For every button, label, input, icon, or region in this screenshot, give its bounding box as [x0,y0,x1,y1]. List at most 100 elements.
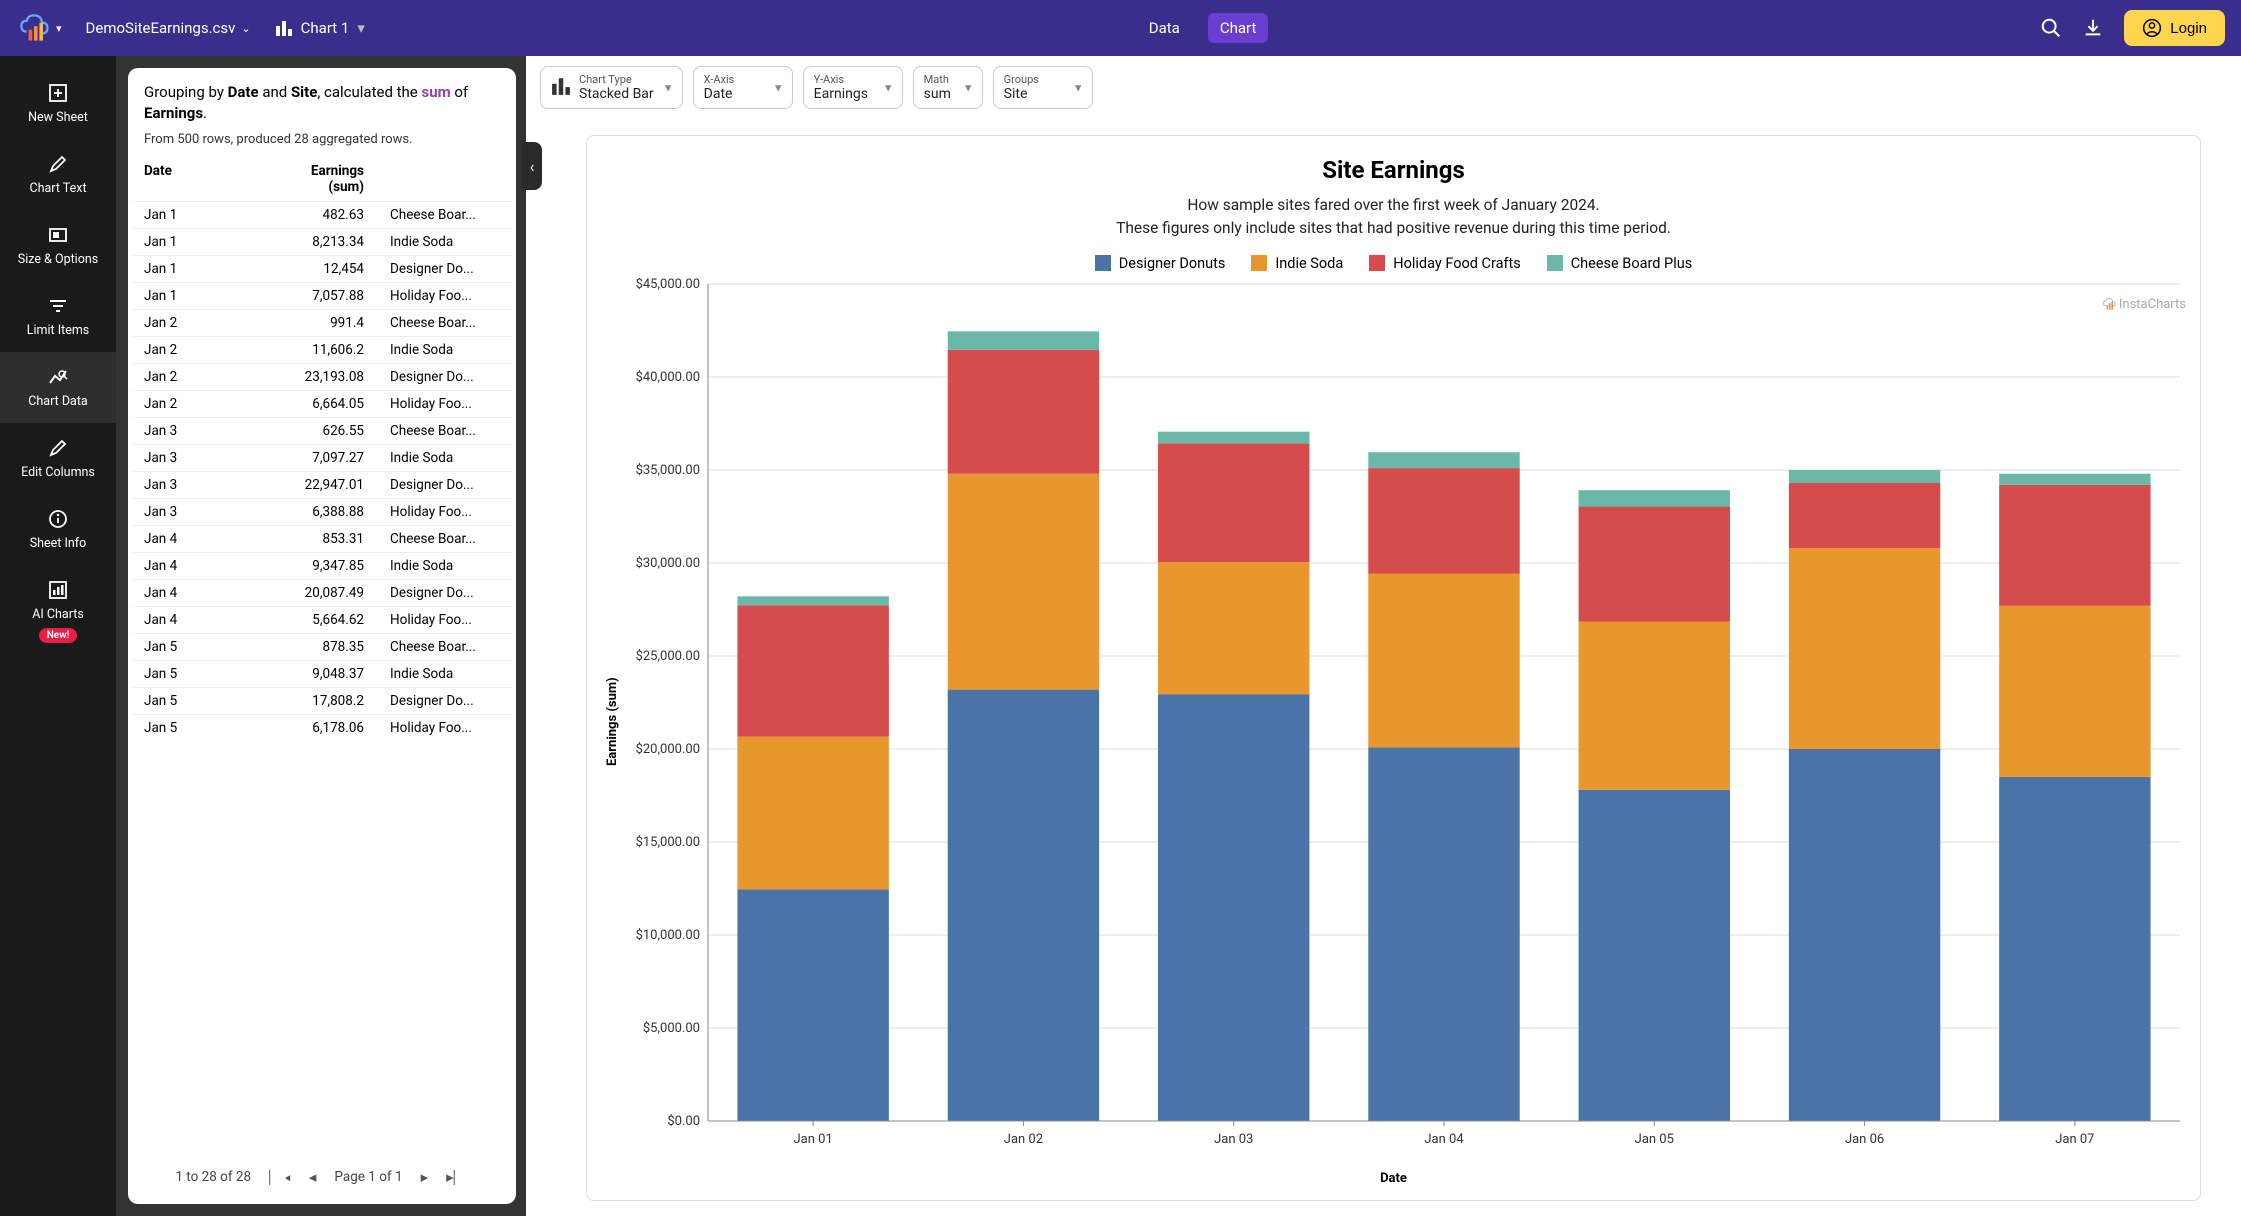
legend-item[interactable]: Holiday Food Crafts [1369,255,1520,272]
svg-text:Jan 04: Jan 04 [1424,1132,1464,1147]
col-earnings[interactable]: Earnings(sum) [244,163,364,195]
table-row[interactable]: Jan 56,178.06Holiday Foo... [132,714,512,741]
sidebar-item-chart-text[interactable]: Chart Text [0,139,116,210]
table-row[interactable]: Jan 322,947.01Designer Do... [132,471,512,498]
svg-text:$15,000.00: $15,000.00 [636,835,700,850]
table-row[interactable]: Jan 112,454Designer Do... [132,255,512,282]
chevron-down-icon: ▼ [773,81,784,94]
search-button[interactable] [2040,17,2062,39]
table-row[interactable]: Jan 26,664.05Holiday Foo... [132,390,512,417]
legend-item[interactable]: Indie Soda [1251,255,1343,272]
control-chart-type[interactable]: Chart Type Stacked Bar ▼ [540,66,683,109]
sidebar-item-ai-charts[interactable]: AI ChartsNew! [0,565,116,657]
bar-segment[interactable] [1999,605,2150,776]
first-page-button[interactable]: ⎸◂ [269,1168,291,1186]
bar-segment[interactable] [1158,431,1309,443]
bar-segment[interactable] [1158,562,1309,694]
control-groups[interactable]: Groups Site ▼ [993,66,1093,109]
chevron-down-icon: ▼ [663,81,674,94]
sidebar-item-sheet-info[interactable]: Sheet Info [0,494,116,565]
main-layout: New SheetChart TextSize & OptionsLimit I… [0,56,2241,1216]
table-body[interactable]: Jan 1482.63Cheese Boar...Jan 18,213.34In… [132,201,512,1158]
table-row[interactable]: Jan 59,048.37Indie Soda [132,660,512,687]
chevron-down-icon: ⌄ [241,22,250,35]
table-row[interactable]: Jan 517,808.2Designer Do... [132,687,512,714]
bar-segment[interactable] [1999,473,2150,484]
bar-segment[interactable] [1789,470,1940,483]
sidebar-item-limit-items[interactable]: Limit Items [0,281,116,352]
table-row[interactable]: Jan 4853.31Cheese Boar... [132,525,512,552]
pagination: 1 to 28 of 28 ⎸◂ ◂ Page 1 of 1 ▸ ▸⎸ [132,1158,512,1200]
bar-chart-icon [275,19,293,37]
table-row[interactable]: Jan 5878.35Cheese Boar... [132,633,512,660]
download-button[interactable] [2082,17,2104,39]
table-row[interactable]: Jan 1482.63Cheese Boar... [132,201,512,228]
table-row[interactable]: Jan 49,347.85Indie Soda [132,552,512,579]
app-logo[interactable]: ▾ [16,10,62,46]
table-row[interactable]: Jan 3626.55Cheese Boar... [132,417,512,444]
bar-segment[interactable] [737,605,888,736]
bar-segment[interactable] [1789,483,1940,548]
control-math[interactable]: Math sum ▼ [913,66,983,109]
control-y-axis[interactable]: Y-Axis Earnings ▼ [803,66,903,109]
table-row[interactable]: Jan 17,057.88Holiday Foo... [132,282,512,309]
bar-segment[interactable] [948,689,1099,1120]
bar-segment[interactable] [1579,789,1730,1120]
bar-segment[interactable] [737,596,888,605]
chart-area: Chart Type Stacked Bar ▼ X-Axis Date ▼ Y… [526,56,2241,1216]
table-row[interactable]: Jan 45,664.62Holiday Foo... [132,606,512,633]
legend-item[interactable]: Designer Donuts [1095,255,1226,272]
bar-segment[interactable] [1579,490,1730,506]
bar-segment[interactable] [948,473,1099,689]
control-x-axis[interactable]: X-Axis Date ▼ [693,66,793,109]
bar-segment[interactable] [1158,694,1309,1121]
bar-segment[interactable] [1789,548,1940,749]
bar-segment[interactable] [1158,443,1309,562]
bar-segment[interactable] [948,331,1099,349]
bar-segment[interactable] [948,349,1099,473]
legend-label: Designer Donuts [1119,255,1226,272]
login-button[interactable]: Login [2124,10,2225,46]
ai-chart-icon [47,579,69,601]
sidebar-item-size-options[interactable]: Size & Options [0,210,116,281]
table-row[interactable]: Jan 211,606.2Indie Soda [132,336,512,363]
bar-segment[interactable] [1999,776,2150,1120]
chevron-left-icon: ‹ [530,157,535,176]
col-date[interactable]: Date [144,163,244,195]
chart-controls: Chart Type Stacked Bar ▼ X-Axis Date ▼ Y… [526,56,2241,109]
chart-selector[interactable]: Chart 1 ▾ [275,19,365,37]
table-row[interactable]: Jan 37,097.27Indie Soda [132,444,512,471]
pencil-icon [47,437,69,459]
bar-segment[interactable] [1368,573,1519,747]
bar-segment[interactable] [737,889,888,1121]
table-row[interactable]: Jan 420,087.49Designer Do... [132,579,512,606]
bar-segment[interactable] [1368,452,1519,468]
bar-segment[interactable] [1368,747,1519,1121]
filename-dropdown[interactable]: DemoSiteEarnings.csv ⌄ [86,19,251,37]
chevron-down-icon: ▾ [357,19,365,37]
bar-segment[interactable] [1999,484,2150,605]
bar-segment[interactable] [737,736,888,889]
table-row[interactable]: Jan 2991.4Cheese Boar... [132,309,512,336]
collapse-panel-button[interactable]: ‹ [522,142,542,190]
sidebar-item-new-sheet[interactable]: New Sheet [0,68,116,139]
table-row[interactable]: Jan 36,388.88Holiday Foo... [132,498,512,525]
next-page-button[interactable]: ▸ [421,1168,429,1186]
bar-segment[interactable] [1368,468,1519,573]
bar-segment[interactable] [1579,621,1730,789]
legend-item[interactable]: Cheese Board Plus [1547,255,1692,272]
last-page-button[interactable]: ▸⎸ [446,1168,469,1186]
x-axis-label: Date [601,1165,2186,1186]
bar-segment[interactable] [1789,749,1940,1121]
table-row[interactable]: Jan 18,213.34Indie Soda [132,228,512,255]
sidebar-item-chart-data[interactable]: Chart Data [0,352,116,423]
table-row[interactable]: Jan 223,193.08Designer Do... [132,363,512,390]
nav-chart[interactable]: Chart [1208,13,1269,43]
prev-page-button[interactable]: ◂ [309,1168,317,1186]
bar-segment[interactable] [1579,506,1730,621]
legend-swatch [1369,255,1385,271]
nav-data[interactable]: Data [1137,13,1192,43]
sidebar-label: Edit Columns [21,465,95,480]
sidebar-item-edit-columns[interactable]: Edit Columns [0,423,116,494]
svg-text:$25,000.00: $25,000.00 [636,649,700,664]
